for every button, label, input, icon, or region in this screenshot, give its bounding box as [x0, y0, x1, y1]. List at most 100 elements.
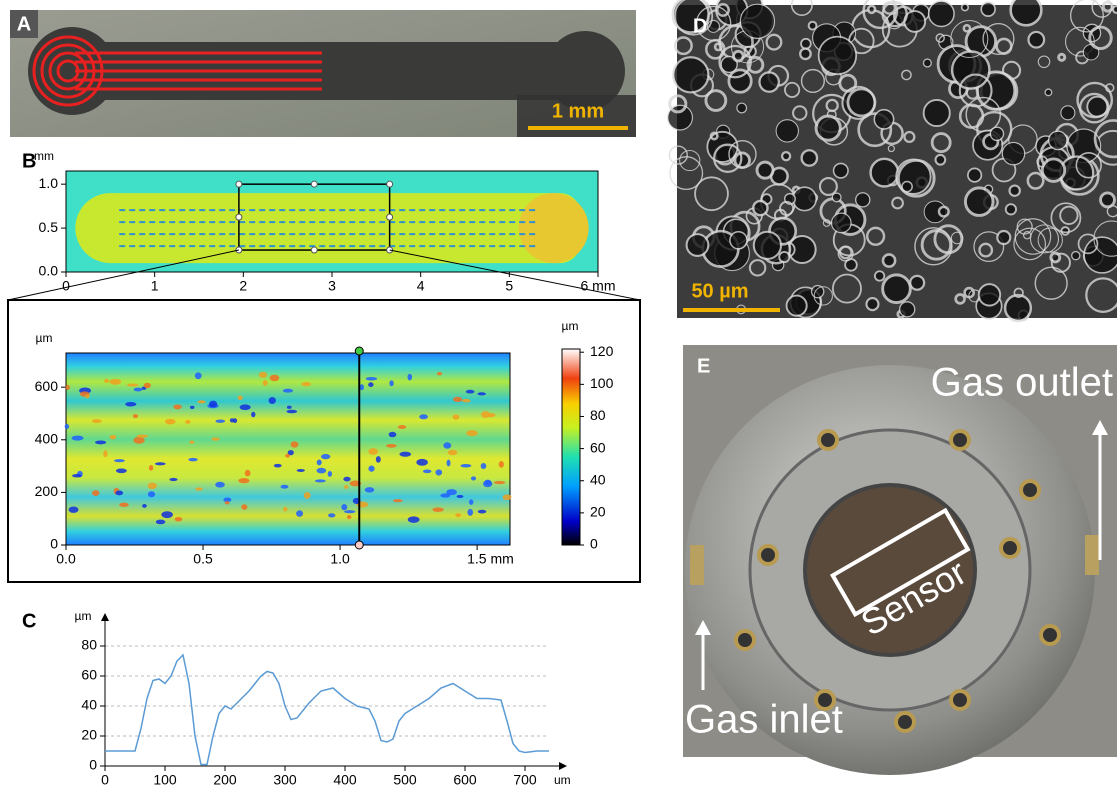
x-tick-label: 0.5 — [193, 551, 213, 567]
x-tick-label: 0 — [62, 278, 70, 294]
speckle — [481, 463, 487, 469]
speckle — [195, 487, 202, 490]
speckle — [211, 437, 220, 440]
speckle — [115, 491, 123, 496]
speckle — [443, 442, 451, 448]
speckle — [469, 499, 473, 505]
speckle — [156, 520, 166, 525]
pore — [910, 276, 924, 290]
x-tick-label: 0 — [101, 772, 109, 787]
handle — [387, 214, 393, 220]
pore — [871, 159, 899, 187]
handle — [387, 181, 393, 187]
scale-bar-label: 50 µm — [691, 280, 748, 302]
speckle — [366, 377, 378, 380]
speckle — [215, 482, 225, 488]
x-tick-label: 4 — [417, 278, 425, 294]
pore — [1084, 237, 1117, 273]
pore — [939, 207, 949, 217]
speckle — [291, 441, 299, 447]
speckle — [137, 434, 149, 437]
speckle — [393, 499, 403, 502]
pore — [831, 213, 851, 233]
speckle — [389, 380, 393, 386]
speckle — [188, 458, 197, 461]
pore — [965, 188, 993, 216]
y-tick-label: 0.0 — [39, 263, 59, 279]
pore — [1011, 0, 1042, 25]
speckle — [455, 513, 461, 517]
speckle — [240, 404, 251, 410]
x-tick-label: 1.0 — [330, 551, 350, 567]
speckle — [85, 394, 89, 398]
speckle — [344, 510, 356, 513]
speckle — [399, 452, 411, 457]
speckle — [165, 419, 176, 424]
y-tick-label: 0 — [50, 536, 58, 552]
speckle — [215, 419, 225, 422]
pore — [753, 201, 767, 215]
pore — [832, 193, 841, 202]
y-tick-label: 400 — [35, 430, 59, 446]
speckle — [408, 374, 413, 381]
pore — [819, 37, 857, 75]
scale-bar-label: 1 mm — [552, 100, 604, 122]
speckle — [368, 466, 374, 472]
speckle — [274, 464, 282, 468]
pore — [1002, 142, 1024, 164]
speckle — [423, 469, 432, 473]
track — [93, 193, 581, 263]
pore — [936, 155, 946, 165]
speckle — [127, 383, 138, 386]
speckle — [190, 406, 194, 409]
cursor-handle — [355, 347, 363, 355]
pore — [1006, 204, 1016, 214]
speckle — [389, 432, 397, 437]
pore — [923, 59, 931, 67]
speckle — [230, 418, 235, 422]
speckle — [341, 504, 347, 510]
x-tick-label: 500 — [393, 772, 417, 787]
line — [105, 655, 549, 765]
speckle — [185, 420, 190, 424]
speckle — [466, 430, 478, 436]
pore — [1101, 193, 1115, 207]
speckle — [66, 385, 70, 390]
pore — [874, 110, 893, 129]
speckle — [503, 494, 512, 500]
speckle — [69, 506, 79, 512]
arrow — [101, 613, 109, 621]
pore — [875, 271, 884, 280]
speckle — [462, 399, 471, 403]
speckle — [386, 444, 397, 448]
speckle — [416, 459, 428, 466]
speckle — [432, 507, 444, 511]
pore — [729, 70, 751, 92]
annotation: Gas outlet — [931, 361, 1113, 405]
speckle — [437, 372, 442, 375]
speckle — [134, 388, 143, 392]
speckle — [481, 411, 490, 418]
speckle — [296, 510, 303, 517]
pore — [929, 1, 954, 26]
pore — [754, 232, 781, 259]
pore — [782, 152, 790, 160]
speckle — [116, 468, 127, 473]
photo-a — [10, 10, 636, 137]
speckle — [321, 454, 330, 459]
colorbar — [562, 349, 580, 545]
speckle — [297, 469, 305, 472]
annotation: Gas inlet — [685, 698, 843, 742]
y-tick-label: 0 — [89, 757, 97, 773]
speckle — [376, 456, 381, 463]
speckle — [447, 460, 451, 467]
pore — [856, 193, 870, 207]
y-tick-label: 600 — [35, 378, 59, 394]
pore — [997, 231, 1010, 244]
speckle — [149, 465, 153, 471]
colorbar-tick-label: 20 — [590, 504, 606, 520]
speckle — [478, 510, 486, 514]
speckle — [347, 515, 352, 519]
y-tick-label: 80 — [81, 637, 97, 653]
pore — [812, 286, 824, 298]
